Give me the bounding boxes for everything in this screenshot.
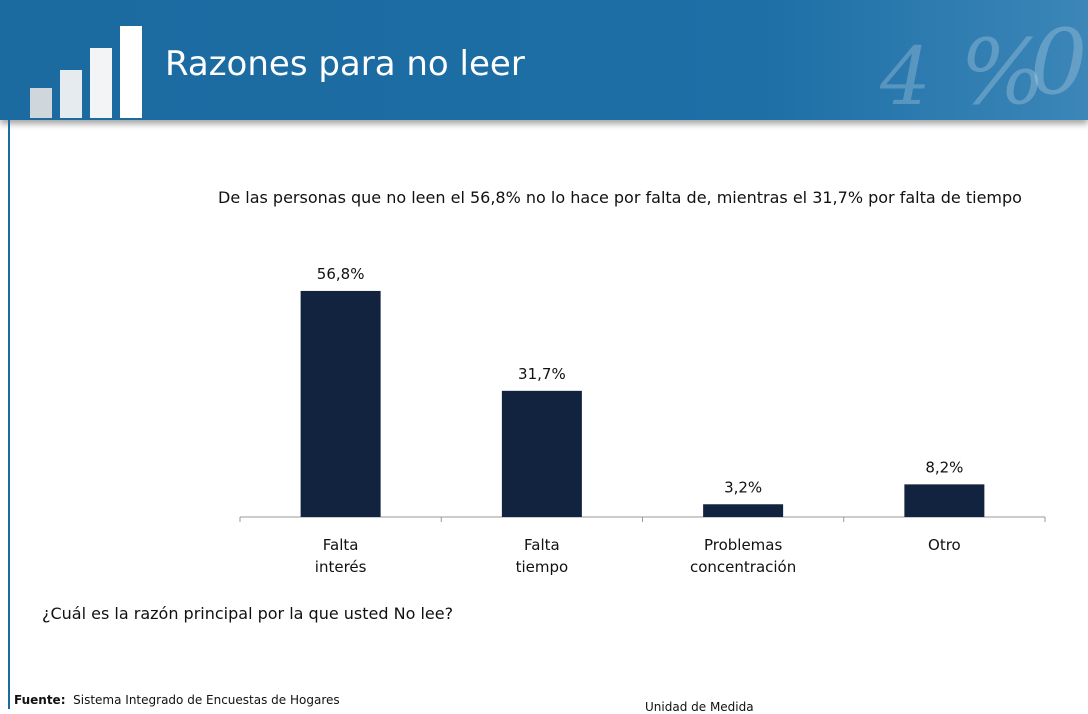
source: Sistema Integrado de Encuestas de Hogare… [73,693,340,707]
x-tick-label: Falta tiempo [515,536,569,576]
data-label: 8,2% [925,458,963,476]
logo [30,26,142,118]
data-label: 31,7% [518,365,566,383]
bar [904,484,985,517]
border-line [8,120,10,709]
header: 4 % 0 Razones para no leer [0,0,1088,125]
subtitle: De las personas que no leen el 56,8% no … [218,188,1022,207]
decoration: % [960,20,1046,125]
source-label: Fuente: [14,693,66,707]
x-tick-label: Falta interés [314,536,367,576]
data-label: 56,8% [317,265,365,283]
x-tick-label: Otro [928,536,961,554]
x-tick-label: Problemas concentración [689,536,797,576]
decoration: 4 [880,30,931,123]
unit: Unidad de Medida [645,700,754,714]
data-label: 3,2% [724,478,762,496]
bar [703,504,784,517]
bar [501,390,582,517]
footer: Fuente: Sistema Integrado de Encuestas d… [14,693,340,707]
title: Razones para no leer [165,44,525,84]
question: ¿Cuál es la razón principal por la que u… [42,604,454,623]
decoration: 0 [1030,10,1088,115]
bar [300,290,381,517]
